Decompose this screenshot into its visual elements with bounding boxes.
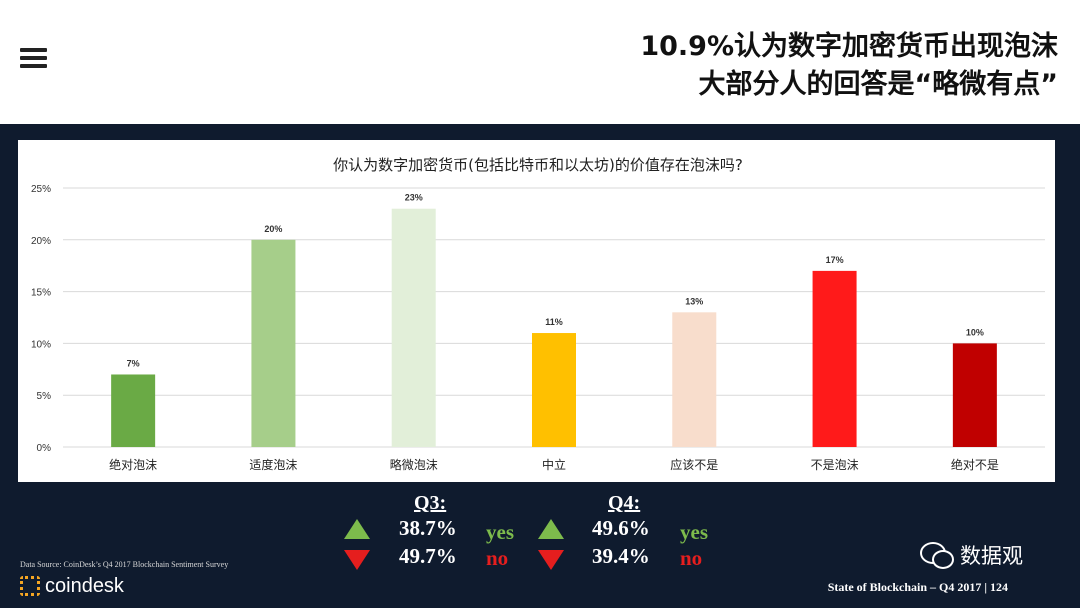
y-tick-label: 10% [31, 339, 51, 350]
up-arrow-icon [538, 519, 564, 539]
bar [812, 270, 857, 447]
data-source: Data Source: CoinDesk’s Q4 2017 Blockcha… [20, 560, 229, 569]
chart-panel: 你认为数字加密货币(包括比特币和以太坊)的价值存在泡沫吗? 0% 5% 10% 15%… [18, 140, 1055, 482]
coindesk-logo-icon [20, 576, 40, 596]
q3-yes-label: yes [486, 520, 514, 544]
q4-yes-value: 49.6% [592, 516, 650, 540]
y-tick-label: 25% [31, 184, 51, 195]
data-label: 11% [545, 317, 563, 327]
down-arrow-icon [538, 550, 564, 570]
q4-label: Q4: [608, 492, 641, 514]
data-label: 20% [264, 224, 282, 234]
x-tick-label: 适度泡沫 [249, 457, 297, 472]
header: 10.9%认为数字加密货币出现泡沫 大部分人的回答是“略微有点” [0, 0, 1080, 124]
bar [391, 208, 436, 447]
x-tick-label: 绝对泡沫 [109, 457, 157, 472]
q4-no-label: no [680, 546, 703, 570]
down-arrow-icon [344, 550, 370, 570]
up-arrow-icon [344, 519, 370, 539]
title-line-1: 10.9%认为数字加密货币出现泡沫 [640, 31, 1058, 62]
bar [251, 239, 296, 447]
x-tick-label: 应该不是 [670, 457, 718, 472]
data-label: 10% [966, 327, 984, 337]
comparison-area: Q3: 38.7% yes 49.7% no Q4: 49.6% yes 39.… [0, 482, 1080, 608]
footer: State of Blockchain – Q4 2017 | 124 [827, 580, 1008, 594]
wechat-watermark: 数据观 [920, 540, 1023, 570]
q3-no-value: 49.7% [399, 544, 457, 568]
x-tick-label: 略微泡沫 [390, 457, 438, 472]
wechat-icon [920, 542, 954, 569]
q3-yes-value: 38.7% [399, 516, 457, 540]
bar [111, 374, 156, 447]
q4-yes-label: yes [680, 520, 708, 544]
wechat-name: 数据观 [960, 544, 1023, 568]
data-label: 7% [127, 358, 140, 368]
q3-no-label: no [486, 546, 509, 570]
page-title: 10.9%认为数字加密货币出现泡沫 大部分人的回答是“略微有点” [640, 28, 1058, 104]
bar [952, 343, 997, 447]
y-tick-label: 15% [31, 288, 51, 299]
title-line-2: 大部分人的回答是“略微有点” [698, 69, 1059, 100]
data-label: 23% [405, 193, 423, 203]
q4-no-value: 39.4% [592, 544, 650, 568]
bar [672, 312, 717, 447]
bar-chart: 你认为数字加密货币(包括比特币和以太坊)的价值存在泡沫吗? 0% 5% 10% 15%… [31, 156, 1045, 472]
x-tick-label: 中立 [542, 457, 566, 472]
data-label: 17% [826, 255, 844, 265]
bar [532, 333, 576, 447]
y-tick-label: 20% [31, 236, 51, 247]
y-tick-label: 0% [37, 443, 52, 454]
q3-label: Q3: [414, 492, 447, 514]
x-tick-label: 绝对不是 [951, 457, 999, 472]
coindesk-logo[interactable]: coindesk [20, 574, 124, 598]
data-label: 13% [685, 296, 703, 306]
chart-title: 你认为数字加密货币(包括比特币和以太坊)的价值存在泡沫吗? [333, 156, 743, 174]
y-tick-label: 5% [37, 391, 52, 402]
logo-text: coindesk [45, 574, 124, 597]
menu-icon[interactable] [20, 48, 47, 68]
x-tick-label: 不是泡沫 [811, 458, 859, 472]
